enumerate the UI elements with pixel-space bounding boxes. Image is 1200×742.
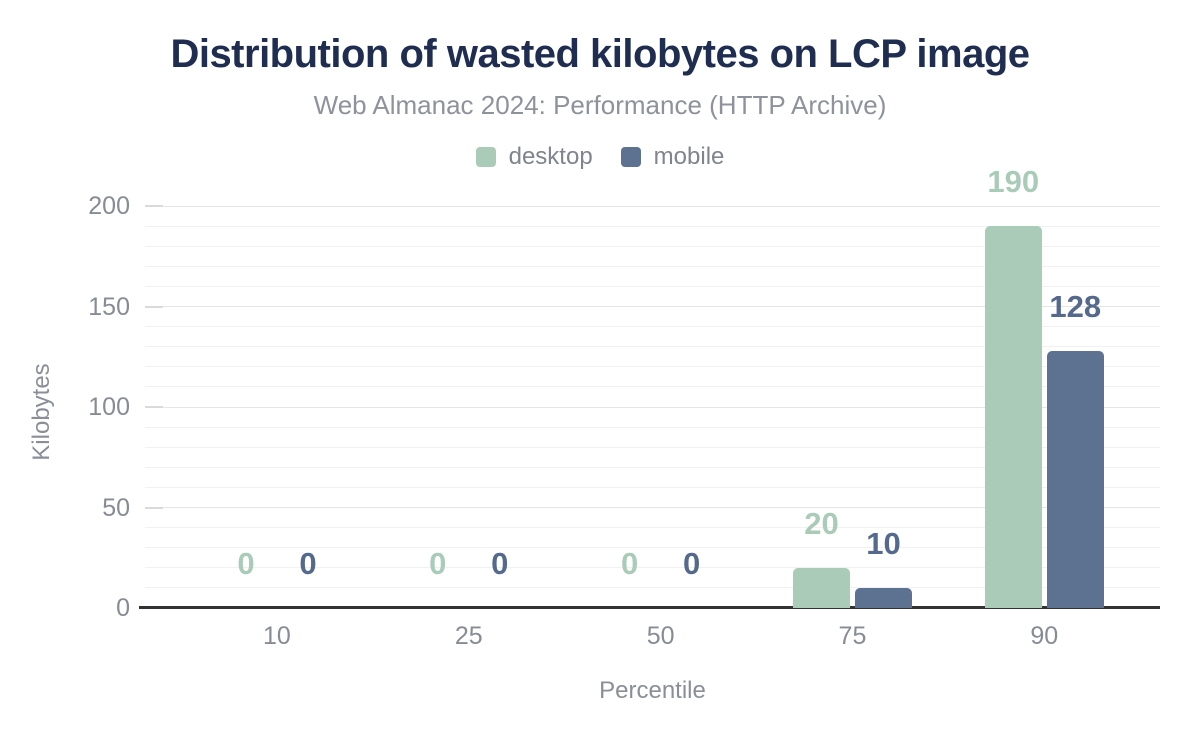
mobile-legend-swatch [620, 147, 641, 167]
legend-label-mobile: mobile [653, 143, 725, 170]
legend-item-desktop: desktop [475, 143, 593, 171]
gridline [145, 306, 1160, 307]
gridline [145, 386, 1160, 388]
gridline [145, 567, 1160, 569]
gridline [145, 426, 1160, 428]
value-label-mobile-p10: 0 [299, 546, 317, 581]
bar-desktop-p90 [984, 226, 1042, 608]
gridline [145, 205, 1160, 207]
chart-title: Distribution of wasted kilobytes on LCP … [170, 32, 1030, 76]
y-tick-label: 100 [88, 393, 130, 421]
gridline [145, 346, 1160, 348]
y-tick-label: 150 [88, 292, 130, 321]
gridline [145, 527, 1160, 529]
gridline [145, 446, 1160, 448]
y-axis-title: Kilobytes [28, 363, 55, 461]
value-label-mobile-p25: 0 [491, 546, 509, 581]
x-tick-label: 90 [1030, 622, 1059, 650]
gridline [145, 285, 1160, 287]
gridline [145, 245, 1160, 247]
y-tick-mark [145, 406, 163, 408]
legend-item-mobile: mobile [620, 143, 725, 171]
x-tick-label: 50 [646, 622, 675, 650]
legend: desktop mobile [0, 143, 1200, 171]
plot-area: 0 50 100 150 200 10 0 0 25 0 0 50 0 0 75 20 10 90 190 128 [88, 165, 1160, 650]
value-label-mobile-p50: 0 [682, 546, 701, 581]
x-axis-title: Percentile [599, 677, 706, 704]
legend-label-desktop: desktop [508, 143, 593, 170]
gridline [145, 326, 1160, 328]
desktop-legend-swatch [475, 147, 496, 167]
gridline [145, 587, 1160, 589]
y-tick-mark [145, 305, 163, 308]
x-tick-label: 25 [454, 622, 483, 650]
value-label-desktop-p75: 20 [804, 505, 839, 541]
x-tick-label: 75 [838, 622, 867, 650]
y-tick-label: 200 [88, 192, 130, 220]
gridline [145, 486, 1160, 488]
value-label-desktop-p50: 0 [620, 546, 639, 581]
bar-desktop-p75 [792, 567, 850, 608]
value-label-mobile-p90: 128 [1049, 288, 1102, 324]
gridline [145, 366, 1160, 368]
gridline [145, 507, 1160, 508]
chart-subtitle: Web Almanac 2024: Performance (HTTP Arch… [313, 90, 887, 120]
value-label-desktop-p90: 190 [987, 164, 1040, 200]
y-tick-mark [145, 205, 163, 207]
gridline [145, 265, 1160, 267]
value-label-desktop-p10: 0 [237, 546, 255, 581]
bar-mobile-p90 [1046, 350, 1104, 608]
x-axis-line [139, 606, 1160, 609]
x-tick-label: 10 [263, 622, 291, 650]
value-label-mobile-p75: 10 [866, 525, 901, 561]
gridline [145, 466, 1160, 468]
value-label-desktop-p25: 0 [429, 546, 447, 581]
y-tick-mark [145, 506, 163, 509]
y-tick-label: 0 [116, 594, 130, 622]
gridline [145, 547, 1160, 549]
y-tick-label: 50 [102, 493, 130, 522]
bar-mobile-p75 [854, 587, 912, 608]
gridline [145, 406, 1160, 408]
gridline [145, 225, 1160, 227]
